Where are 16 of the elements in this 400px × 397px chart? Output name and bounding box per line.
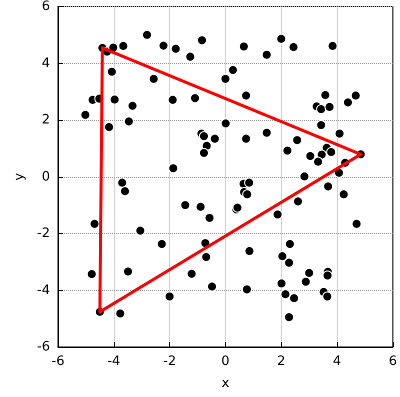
x-tick-label: -6 (52, 354, 64, 369)
y-axis-title: y (12, 172, 27, 181)
y-tick-label: -2 (37, 226, 50, 241)
x-tick-label: 6 (388, 354, 398, 369)
y-tick-label: -4 (37, 282, 50, 298)
x-tick-label: -2 (163, 354, 176, 369)
y-tick-label: 6 (42, 0, 50, 14)
y-tick-label: 2 (42, 112, 50, 128)
x-tick-label: -4 (107, 354, 120, 369)
y-tick-label: -6 (37, 340, 50, 354)
y-tick-label: 0 (42, 169, 50, 184)
x-tick-label: 0 (221, 354, 230, 369)
x-tick-label: 2 (277, 354, 286, 369)
x-axis-title: x (222, 376, 230, 391)
y-tick-label: 4 (42, 56, 50, 71)
x-tick-label: 4 (332, 354, 342, 369)
